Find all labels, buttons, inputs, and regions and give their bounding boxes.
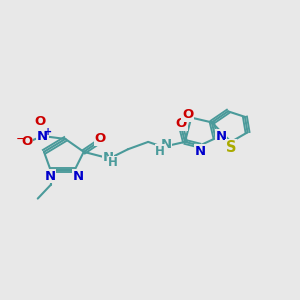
- Text: N: N: [103, 151, 114, 164]
- Text: H: H: [155, 145, 165, 158]
- Text: O: O: [94, 133, 106, 146]
- Text: O: O: [35, 115, 46, 128]
- Text: O: O: [182, 108, 193, 121]
- Text: N: N: [215, 130, 226, 143]
- Text: N: N: [37, 130, 48, 142]
- Text: H: H: [108, 156, 118, 169]
- Text: N: N: [44, 169, 56, 183]
- Text: O: O: [21, 135, 33, 148]
- Text: O: O: [176, 117, 187, 130]
- Text: S: S: [226, 140, 236, 155]
- Text: +: +: [44, 127, 52, 136]
- Text: N: N: [195, 145, 206, 158]
- Text: N: N: [160, 138, 171, 151]
- Text: N: N: [73, 169, 84, 183]
- Text: −: −: [16, 133, 26, 146]
